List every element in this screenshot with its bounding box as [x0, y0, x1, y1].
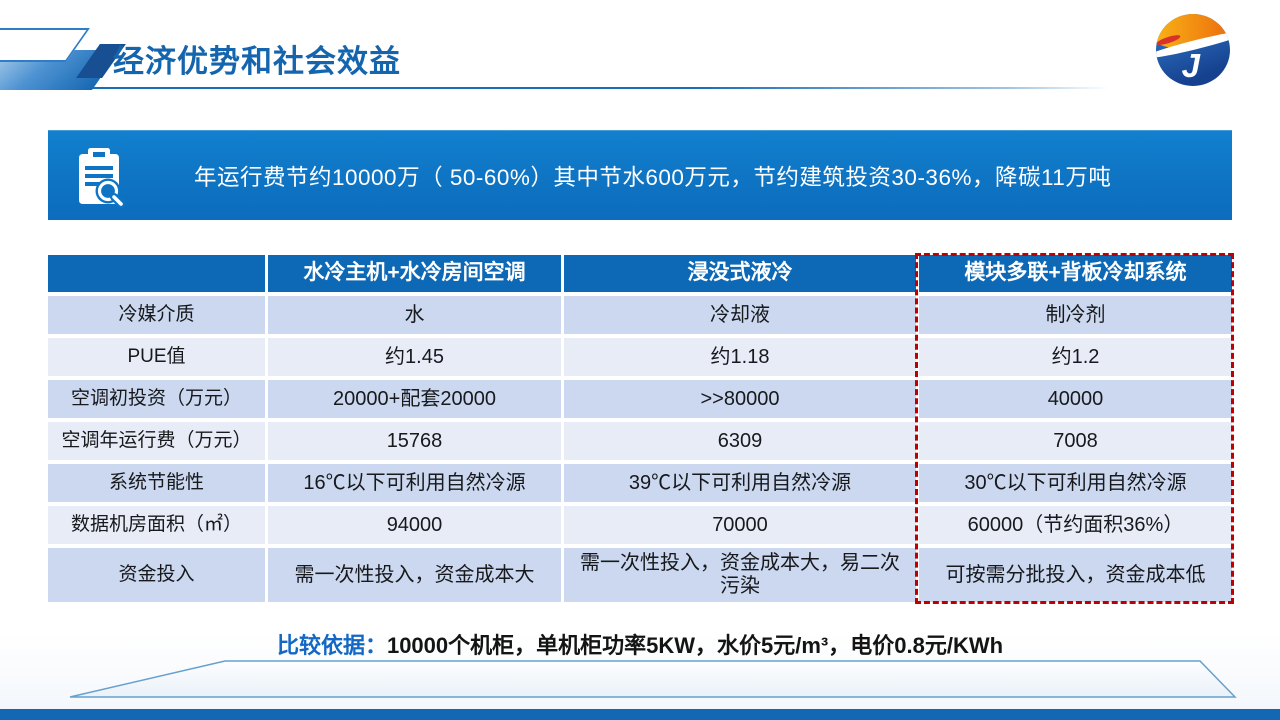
table-cell: 需一次性投入，资金成本大: [268, 548, 561, 602]
table-cell: 6309: [564, 422, 916, 460]
table-cell: 16℃以下可利用自然冷源: [268, 464, 561, 502]
row-label: 数据机房面积（㎡）: [48, 506, 265, 544]
row-label: PUE值: [48, 338, 265, 376]
table-header-cell: 浸没式液冷: [564, 255, 916, 292]
clipboard-search-icon: [79, 148, 125, 208]
table-header-cell-highlighted: 模块多联+背板冷却系统: [919, 255, 1232, 292]
table-cell: 可按需分批投入，资金成本低: [919, 548, 1232, 602]
comparison-table: 水冷主机+水冷房间空调 浸没式液冷 模块多联+背板冷却系统 冷媒介质 水 冷却液…: [48, 255, 1232, 602]
table-cell: 冷却液: [564, 296, 916, 334]
note-label: 比较依据：: [276, 633, 387, 658]
table-cell: 约1.45: [268, 338, 561, 376]
decorative-platform: [69, 660, 1237, 698]
table-header-cell: [48, 255, 265, 292]
table-cell: 制冷剂: [919, 296, 1232, 334]
summary-banner: 年运行费节约10000万（ 50-60%）其中节水600万元，节约建筑投资30-…: [48, 130, 1232, 220]
table-cell: 70000: [564, 506, 916, 544]
row-label: 系统节能性: [48, 464, 265, 502]
table-cell: 39℃以下可利用自然冷源: [564, 464, 916, 502]
table-cell: 约1.18: [564, 338, 916, 376]
note-text: 10000个机柜，单机柜功率5KW，水价5元/m³，电价0.8元/KWh: [386, 633, 1004, 658]
page-title: 经济优势和社会效益: [113, 44, 401, 79]
table-cell: 94000: [268, 506, 561, 544]
banner-text: 年运行费节约10000万（ 50-60%）其中节水600万元，节约建筑投资30-…: [194, 165, 1112, 190]
row-label: 冷媒介质: [48, 296, 265, 334]
title-underline: [70, 87, 1110, 89]
table-cell: 15768: [268, 422, 561, 460]
logo-letter: J: [1181, 47, 1200, 85]
table-cell: 30℃以下可利用自然冷源: [919, 464, 1232, 502]
table-cell: 60000（节约面积36%）: [919, 506, 1232, 544]
bottom-accent-bar: [0, 709, 1280, 720]
table-cell: 水: [268, 296, 561, 334]
company-logo-icon: J: [1156, 14, 1230, 86]
row-label: 空调初投资（万元）: [48, 380, 265, 418]
table-header-cell: 水冷主机+水冷房间空调: [268, 255, 561, 292]
row-label: 空调年运行费（万元）: [48, 422, 265, 460]
table-cell: 约1.2: [919, 338, 1232, 376]
table-cell: >>80000: [564, 380, 916, 418]
table-cell: 40000: [919, 380, 1232, 418]
table-cell: 需一次性投入，资金成本大，易二次污染: [564, 548, 916, 602]
row-label: 资金投入: [48, 548, 265, 602]
table-cell: 7008: [919, 422, 1232, 460]
table-cell: 20000+配套20000: [268, 380, 561, 418]
comparison-basis-note: 比较依据：10000个机柜，单机柜功率5KW，水价5元/m³，电价0.8元/KW…: [0, 628, 1280, 660]
